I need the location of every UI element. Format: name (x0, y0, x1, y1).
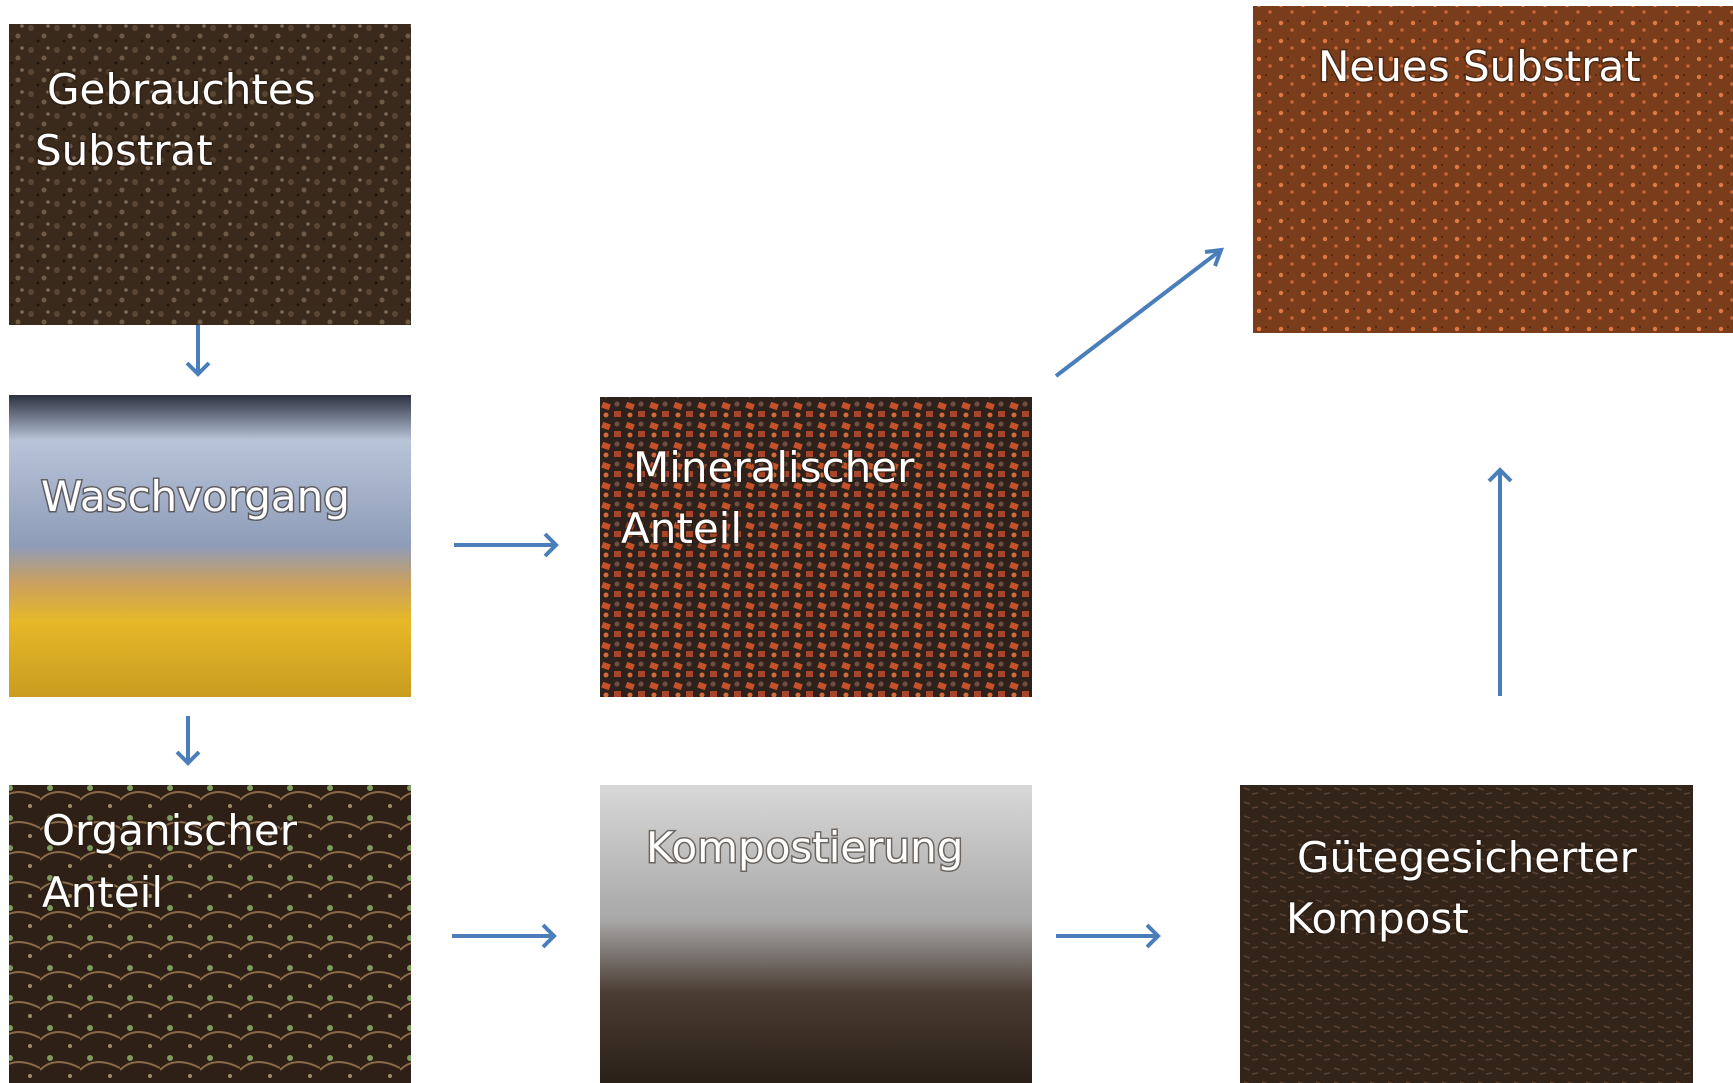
arrow (1056, 925, 1158, 947)
arrow (454, 534, 556, 556)
page: Gebrauchtes Substrat Waschvorgang Organi… (0, 0, 1733, 1083)
node-label: Mineralischer (633, 443, 915, 492)
node-label: Kompostierung (646, 823, 963, 872)
node-label: Anteil (621, 504, 742, 553)
arrow (1489, 470, 1511, 696)
arrow (1056, 250, 1221, 376)
node-label: Anteil (42, 868, 163, 917)
node-label: Gütegesicherter (1297, 833, 1638, 882)
diagram: Gebrauchtes Substrat Waschvorgang Organi… (0, 0, 1733, 1083)
node-label: Gebrauchtes (47, 65, 316, 114)
node-label: Kompost (1286, 894, 1469, 943)
node-label: Waschvorgang (41, 472, 350, 521)
node-label: Neues Substrat (1318, 42, 1641, 91)
arrow (177, 716, 199, 763)
node-label: Organischer (42, 806, 298, 855)
node-label: Substrat (35, 126, 213, 175)
arrow (452, 925, 554, 947)
photo-washing (9, 395, 411, 697)
arrow (187, 325, 209, 374)
